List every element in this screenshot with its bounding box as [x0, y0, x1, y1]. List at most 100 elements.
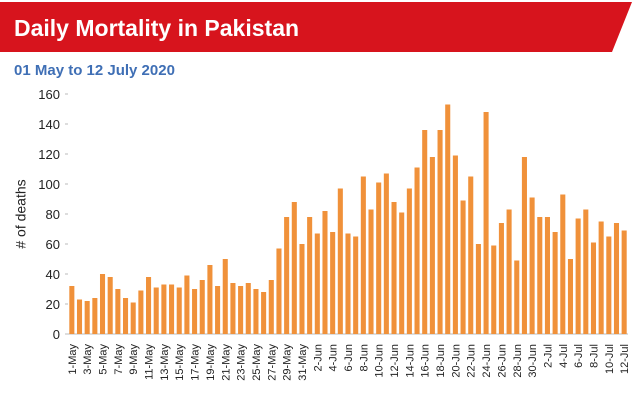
x-tick-label: 17-May	[190, 344, 202, 381]
x-tick-label: 21-May	[220, 344, 232, 381]
x-tick-label: 31-May	[297, 344, 309, 381]
bar	[345, 233, 351, 334]
x-tick-label: 8-Jul	[588, 344, 600, 368]
bar	[153, 287, 159, 334]
x-tick-label: 9-May	[128, 344, 140, 375]
bar	[353, 236, 359, 334]
x-tick-label: 30-Jun	[527, 344, 539, 378]
bar	[621, 230, 627, 334]
bar	[506, 209, 512, 334]
bar	[391, 202, 397, 334]
x-tick-label: 26-Jun	[496, 344, 508, 378]
bar	[514, 260, 520, 334]
x-tick-label: 3-May	[82, 344, 94, 375]
bar	[567, 259, 573, 334]
bar	[84, 301, 90, 334]
bar	[422, 130, 428, 334]
bar	[314, 233, 320, 334]
x-tick-label: 6-Jun	[343, 344, 355, 372]
x-tick-label: 12-Jul	[619, 344, 631, 374]
bar	[146, 277, 152, 334]
x-tick-label: 8-Jun	[358, 344, 370, 372]
y-axis-label: # of deaths	[13, 179, 29, 248]
bar	[613, 223, 620, 334]
bar	[268, 280, 274, 334]
bar	[383, 173, 389, 334]
x-tick-label: 16-Jun	[420, 344, 432, 378]
bar	[445, 104, 451, 334]
chart-subtitle: 01 May to 12 July 2020	[14, 62, 175, 79]
bar	[606, 236, 612, 334]
bar	[529, 197, 535, 334]
bar	[192, 289, 198, 334]
y-tick-label: 160	[38, 87, 60, 102]
bar	[184, 275, 190, 334]
y-tick-label: 100	[38, 177, 60, 192]
bar	[130, 302, 136, 334]
bar	[222, 259, 228, 334]
x-tick-label: 19-May	[205, 344, 217, 381]
x-tick-label: 1-May	[67, 344, 79, 375]
bar	[337, 188, 343, 334]
x-tick-label: 25-May	[251, 344, 263, 381]
bar	[583, 209, 589, 334]
bar	[590, 242, 597, 334]
x-tick-label: 27-May	[266, 344, 278, 381]
bar	[521, 157, 527, 334]
bar	[376, 182, 382, 334]
y-tick-label: 140	[38, 117, 60, 132]
bar	[483, 112, 489, 334]
x-tick-label: 5-May	[98, 344, 110, 375]
bar	[123, 298, 129, 334]
x-tick-label: 4-Jul	[558, 344, 570, 368]
bar	[537, 217, 543, 334]
x-tick-label: 15-May	[174, 344, 186, 381]
bar	[406, 188, 412, 334]
y-tick-label: 60	[46, 237, 60, 252]
bar	[452, 155, 458, 334]
bar	[138, 290, 144, 334]
bar	[544, 217, 550, 334]
y-tick-label: 20	[46, 297, 60, 312]
bar	[399, 212, 405, 334]
x-tick-label: 10-Jul	[604, 344, 616, 374]
bar	[598, 221, 604, 334]
bar	[176, 287, 182, 334]
x-tick-label: 7-May	[113, 344, 125, 375]
bar	[552, 232, 558, 334]
x-tick-label: 12-Jun	[389, 344, 401, 378]
bar	[575, 218, 581, 334]
y-tick-label: 0	[53, 327, 60, 342]
x-tick-label: 6-Jul	[573, 344, 585, 368]
bar	[322, 211, 328, 334]
x-tick-label: 10-Jun	[374, 344, 386, 378]
bar	[169, 284, 175, 334]
bar	[429, 157, 435, 334]
bar	[69, 286, 75, 334]
bar	[215, 286, 221, 334]
bar	[238, 286, 244, 334]
bar	[360, 176, 366, 334]
y-tick-label: 40	[46, 267, 60, 282]
chart-title: Daily Mortality in Pakistan	[14, 15, 299, 41]
x-tick-label: 29-May	[282, 344, 294, 381]
bar	[276, 248, 282, 334]
x-tick-label: 20-Jun	[450, 344, 462, 378]
x-tick-label: 2-Jul	[542, 344, 554, 368]
bar	[468, 176, 474, 334]
bar	[291, 202, 297, 334]
bar	[475, 244, 481, 334]
bar	[498, 223, 504, 334]
x-tick-label: 28-Jun	[512, 344, 524, 378]
y-tick-label: 120	[38, 147, 60, 162]
bar	[115, 289, 121, 334]
y-tick-label: 80	[46, 207, 60, 222]
x-tick-label: 13-May	[159, 344, 171, 381]
bar	[199, 280, 205, 334]
x-tick-label: 18-Jun	[435, 344, 447, 378]
bar	[414, 167, 420, 334]
bar	[99, 274, 106, 334]
bar	[491, 245, 497, 334]
